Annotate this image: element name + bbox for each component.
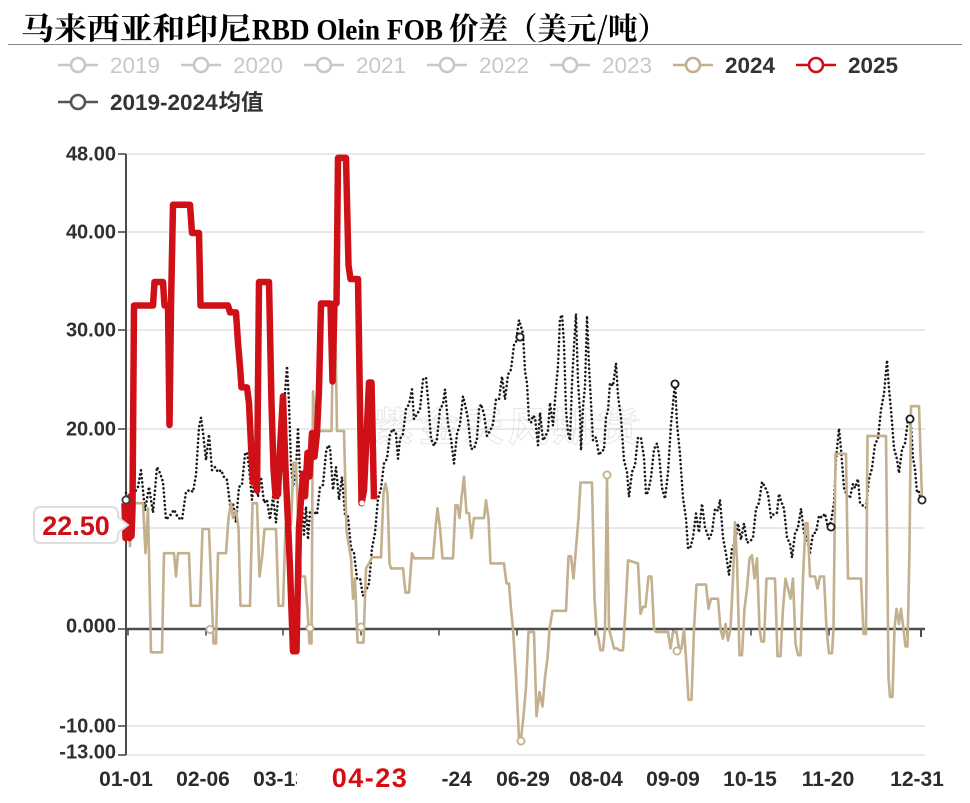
svg-text:20.00: 20.00: [66, 419, 116, 441]
svg-text:RBD Olein FOB: RBD Olein FOB: [252, 15, 443, 47]
svg-text:03-13: 03-13: [253, 768, 307, 791]
svg-text:2019-2024: 2019-2024: [110, 90, 218, 115]
svg-text:2019: 2019: [110, 53, 160, 78]
svg-text:09-09: 09-09: [646, 768, 700, 791]
svg-text:11-20: 11-20: [802, 768, 855, 791]
svg-text:-10.00: -10.00: [59, 716, 116, 738]
svg-text:01-01: 01-01: [99, 768, 153, 791]
svg-text:40.00: 40.00: [66, 222, 116, 244]
svg-text:10-15: 10-15: [723, 768, 777, 791]
svg-text:2021: 2021: [356, 53, 406, 78]
svg-text:2023: 2023: [602, 53, 652, 78]
svg-text:0.000: 0.000: [66, 616, 116, 638]
svg-text:22.50: 22.50: [42, 511, 110, 541]
svg-text:2024: 2024: [725, 53, 776, 78]
svg-text:48.00: 48.00: [66, 144, 116, 166]
svg-text:02-06: 02-06: [176, 768, 230, 791]
svg-text:2020: 2020: [233, 53, 283, 78]
svg-text:04-23: 04-23: [332, 763, 409, 793]
svg-text:2022: 2022: [479, 53, 529, 78]
svg-text:08-04: 08-04: [569, 768, 623, 791]
svg-text:2025: 2025: [848, 53, 898, 78]
svg-text:-13.00: -13.00: [59, 742, 116, 764]
svg-text:06-29: 06-29: [496, 768, 550, 791]
svg-text:12-31: 12-31: [890, 768, 944, 791]
svg-text:30.00: 30.00: [66, 320, 116, 342]
